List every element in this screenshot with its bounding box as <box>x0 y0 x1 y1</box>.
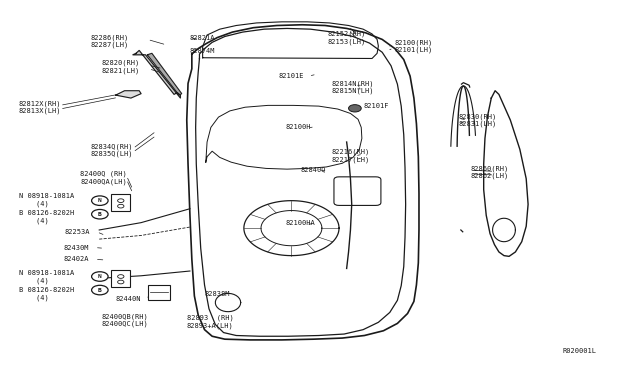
Polygon shape <box>133 51 180 98</box>
Text: 82821A: 82821A <box>190 35 216 41</box>
Circle shape <box>92 285 108 295</box>
Text: B: B <box>98 212 102 217</box>
Text: 82874M: 82874M <box>190 48 216 54</box>
FancyBboxPatch shape <box>111 270 131 287</box>
Text: 82860(RH)
82862(LH): 82860(RH) 82862(LH) <box>471 165 509 179</box>
Text: 82101E: 82101E <box>279 73 304 79</box>
Text: 82286(RH)
82287(LH): 82286(RH) 82287(LH) <box>90 34 129 48</box>
FancyBboxPatch shape <box>148 285 170 300</box>
Text: N: N <box>98 274 102 279</box>
Text: 82830(RH)
82831(LH): 82830(RH) 82831(LH) <box>458 113 497 127</box>
Text: 82440N: 82440N <box>116 296 141 302</box>
Text: N 08918-1081A
    (4): N 08918-1081A (4) <box>19 193 74 207</box>
Circle shape <box>92 209 108 219</box>
FancyBboxPatch shape <box>111 194 131 211</box>
Polygon shape <box>116 91 141 98</box>
Text: 82100HA: 82100HA <box>285 220 315 227</box>
Text: 82834Q(RH)
82835Q(LH): 82834Q(RH) 82835Q(LH) <box>90 144 133 157</box>
Text: 82400QB(RH)
82400QC(LH): 82400QB(RH) 82400QC(LH) <box>101 314 148 327</box>
Text: 82253A: 82253A <box>65 229 90 235</box>
Circle shape <box>92 196 108 205</box>
Text: B 08126-8202H
    (4): B 08126-8202H (4) <box>19 211 74 224</box>
Text: 82838M: 82838M <box>205 291 230 297</box>
Text: B 08126-8202H
    (4): B 08126-8202H (4) <box>19 287 74 301</box>
Text: 82820(RH)
82821(LH): 82820(RH) 82821(LH) <box>101 60 140 74</box>
Text: 82400Q (RH)
82400QA(LH): 82400Q (RH) 82400QA(LH) <box>80 171 127 185</box>
Text: 82814N(RH)
82815N(LH): 82814N(RH) 82815N(LH) <box>332 80 374 94</box>
Text: R020001L: R020001L <box>563 348 596 354</box>
Text: 82812X(RH)
82813X(LH): 82812X(RH) 82813X(LH) <box>19 100 61 114</box>
Text: 82893  (RH)
82893+A(LH): 82893 (RH) 82893+A(LH) <box>187 315 234 328</box>
Circle shape <box>92 272 108 281</box>
Text: N 08918-1081A
    (4): N 08918-1081A (4) <box>19 270 74 283</box>
Text: B: B <box>98 288 102 292</box>
Text: 82100H: 82100H <box>285 124 310 129</box>
Text: N: N <box>98 198 102 203</box>
Circle shape <box>349 105 361 112</box>
Text: 82152(RH)
82153(LH): 82152(RH) 82153(LH) <box>328 31 366 45</box>
Text: 82402A: 82402A <box>63 256 88 262</box>
Text: 82100(RH)
82101(LH): 82100(RH) 82101(LH) <box>395 39 433 53</box>
FancyBboxPatch shape <box>334 177 381 205</box>
Polygon shape <box>147 53 182 95</box>
Text: 82216(RH)
82217(LH): 82216(RH) 82217(LH) <box>332 149 370 163</box>
Text: 82840Q: 82840Q <box>301 167 326 173</box>
Text: 82430M: 82430M <box>63 244 88 251</box>
Text: 82101F: 82101F <box>363 103 388 109</box>
